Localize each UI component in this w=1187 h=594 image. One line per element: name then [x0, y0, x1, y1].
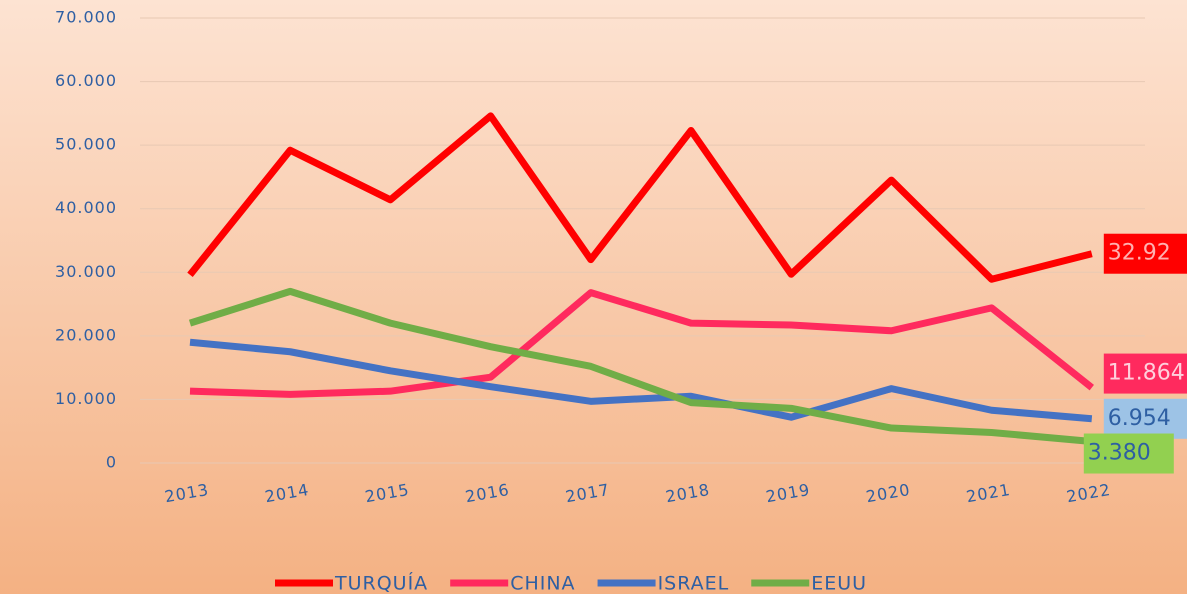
legend-label: EEUU [811, 573, 867, 594]
y-tick-label: 20.000 [55, 325, 117, 344]
y-tick-label: 30.000 [55, 262, 117, 281]
line [188, 287, 1093, 445]
data-label-box [1083, 433, 1174, 474]
y-tick-label: 70.000 [55, 8, 117, 27]
legend-label: CHINA [510, 573, 575, 594]
y-tick-label: 10.000 [55, 389, 117, 408]
data-label-box [1103, 353, 1187, 394]
data-label: 6.954 [1108, 406, 1171, 431]
y-tick-label: 50.000 [55, 135, 117, 154]
legend-label: TURQUÍA [334, 572, 428, 594]
line [187, 112, 1093, 283]
legend-label: ISRAEL [658, 573, 730, 594]
y-tick-label: 0 [106, 453, 117, 472]
y-tick-label: 60.000 [55, 71, 117, 90]
data-label: 3.380 [1088, 441, 1151, 466]
line [189, 338, 1093, 423]
data-label: 32.92 [1108, 241, 1171, 266]
data-label: 11.864 [1108, 361, 1185, 386]
data-label-box [1103, 233, 1187, 274]
y-tick-label: 40.000 [55, 198, 117, 217]
line [189, 289, 1094, 398]
data-label-box [1103, 398, 1187, 439]
